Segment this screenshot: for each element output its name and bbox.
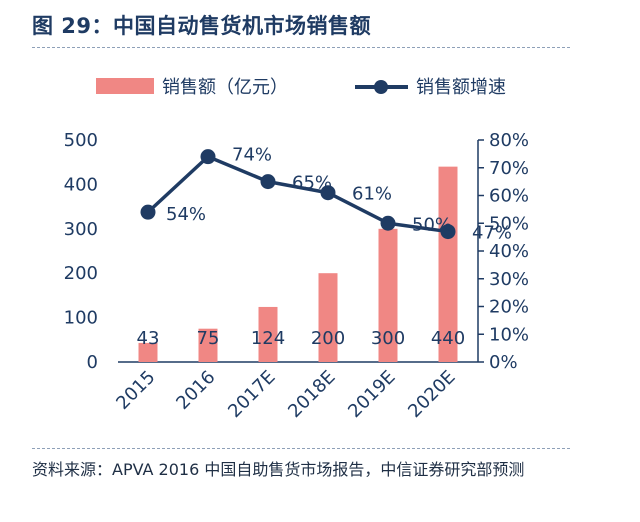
right-tick-label: 0% xyxy=(489,352,518,373)
left-tick-label: 200 xyxy=(64,263,98,284)
growth-point-2015 xyxy=(140,204,156,220)
growth-point-2016 xyxy=(200,149,216,165)
bar-2019E xyxy=(378,228,398,362)
growth-point-2018E xyxy=(320,185,336,201)
growth-value-label: 47% xyxy=(472,223,512,244)
right-tick-label: 50% xyxy=(489,213,529,234)
x-tick-label: 2019E xyxy=(344,367,399,422)
bar-2016 xyxy=(198,328,218,362)
left-tick-label: 100 xyxy=(64,308,98,329)
bar-value-label: 75 xyxy=(197,328,220,349)
left-tick-label: 400 xyxy=(64,174,98,195)
sales-chart: 销售额（亿元） 销售额增速 0 100 200 300 400 500 0% 10% 20% 3… xyxy=(64,77,529,422)
right-tick-label: 80% xyxy=(489,130,529,151)
growth-point-2020E xyxy=(440,224,456,240)
x-tick-label: 2016 xyxy=(172,367,219,414)
bar-value-label: 300 xyxy=(371,328,405,349)
legend-bar-label: 销售额（亿元） xyxy=(162,77,288,98)
x-tick-label: 2018E xyxy=(284,367,339,422)
x-tick-label: 2020E xyxy=(404,367,459,422)
source-divider xyxy=(32,448,570,449)
left-tick-label: 300 xyxy=(64,219,98,240)
bar-value-label: 43 xyxy=(137,328,160,349)
right-tick-label: 30% xyxy=(489,269,529,290)
x-tick-label: 2017E xyxy=(224,367,279,422)
growth-point-2019E xyxy=(380,215,396,231)
growth-value-label: 54% xyxy=(166,204,206,225)
right-tick-label: 70% xyxy=(489,158,529,179)
growth-line xyxy=(146,154,449,234)
legend-bar-swatch xyxy=(96,78,154,94)
figure-title: 图 29：中国自动售货机市场销售额 xyxy=(32,14,372,38)
legend-line-marker xyxy=(374,80,388,94)
bar-2015 xyxy=(138,342,158,362)
bar-2017E xyxy=(258,306,278,362)
right-tick-label: 60% xyxy=(489,186,529,207)
x-tick-label: 2015 xyxy=(112,367,159,414)
left-tick-label: 0 xyxy=(87,352,98,373)
source-note: 资料来源：APVA 2016 中国自助售货市场报告，中信证券研究部预测 xyxy=(32,460,525,479)
title-divider xyxy=(32,47,570,48)
right-tick-label: 10% xyxy=(489,324,529,345)
bar-2018E xyxy=(318,273,338,362)
right-tick-label: 20% xyxy=(489,297,529,318)
growth-value-label: 50% xyxy=(412,214,452,235)
bar-value-label: 200 xyxy=(311,328,345,349)
right-tick-label: 40% xyxy=(489,241,529,262)
growth-value-label: 74% xyxy=(232,145,272,166)
bar-2020E xyxy=(438,166,458,362)
growth-value-label: 61% xyxy=(352,184,392,205)
bar-value-label: 440 xyxy=(431,328,465,349)
growth-point-2017E xyxy=(260,174,276,190)
legend-line-label: 销售额增速 xyxy=(416,77,506,98)
growth-value-label: 65% xyxy=(292,173,332,194)
bar-value-label: 124 xyxy=(251,328,285,349)
left-tick-label: 500 xyxy=(64,130,98,151)
